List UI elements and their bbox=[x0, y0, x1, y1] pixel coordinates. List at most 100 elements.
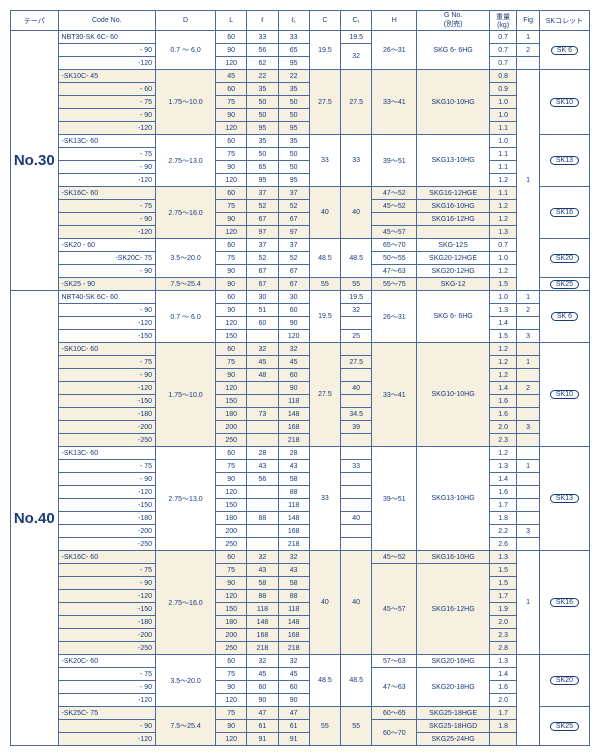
hdr-g: G No. (別売) bbox=[417, 11, 490, 31]
cell: 250 bbox=[216, 434, 247, 447]
cell: -120 bbox=[58, 733, 156, 746]
cell: 0.7 bbox=[489, 57, 517, 70]
sk-pill: SK13 bbox=[550, 494, 579, 503]
spec-table: テーパ Code No. D L ℓ ℓ₁ C C₁ H G No. (別売) … bbox=[10, 10, 590, 746]
cell: SKG13-10HG bbox=[417, 135, 490, 187]
cell: 40 bbox=[341, 187, 372, 239]
cell: 56 bbox=[247, 44, 278, 57]
cell: -120 bbox=[58, 486, 156, 499]
cell: 32 bbox=[278, 655, 309, 668]
cell: 33 bbox=[309, 447, 340, 551]
cell: 40 bbox=[341, 512, 372, 525]
cell: 61 bbox=[247, 720, 278, 733]
cell: 35 bbox=[278, 83, 309, 96]
cell: 43 bbox=[278, 460, 309, 473]
cell: 35 bbox=[247, 135, 278, 148]
cell: SK25 bbox=[539, 707, 589, 746]
cell: -SK13C- 60 bbox=[58, 135, 156, 148]
cell: 1.0 bbox=[489, 109, 517, 122]
cell: - 75 bbox=[58, 564, 156, 577]
table-body: No.30NBT30-SK 6C- 600.7 ～ 6.060333319.51… bbox=[11, 31, 590, 746]
cell: 50 bbox=[247, 109, 278, 122]
cell: 120 bbox=[216, 733, 247, 746]
cell: SKG25-24HG bbox=[417, 733, 490, 746]
cell: -250 bbox=[58, 538, 156, 551]
cell: 55 bbox=[309, 707, 340, 746]
cell: 2 bbox=[517, 382, 540, 395]
cell: 75 bbox=[216, 668, 247, 681]
cell: 2.6 bbox=[489, 538, 517, 551]
cell: SK 6 bbox=[539, 31, 589, 70]
cell bbox=[247, 330, 278, 343]
cell: 90 bbox=[216, 44, 247, 57]
cell: 2.0 bbox=[489, 694, 517, 707]
cell: - 75 bbox=[58, 96, 156, 109]
sk-pill: SK 6 bbox=[551, 312, 578, 321]
cell: 1.75～10.0 bbox=[156, 343, 216, 447]
cell: 120 bbox=[216, 590, 247, 603]
cell: 37 bbox=[278, 239, 309, 252]
cell: 218 bbox=[278, 642, 309, 655]
cell: 90 bbox=[278, 694, 309, 707]
cell: 97 bbox=[278, 226, 309, 239]
cell: SKG13-10HG bbox=[417, 447, 490, 551]
cell: 1.2 bbox=[489, 174, 517, 187]
cell: -150 bbox=[58, 395, 156, 408]
cell: 60 bbox=[278, 369, 309, 382]
cell: 2.75～16.0 bbox=[156, 187, 216, 239]
cell: 88 bbox=[278, 486, 309, 499]
cell: 50～55 bbox=[372, 252, 417, 265]
cell bbox=[341, 369, 372, 382]
cell bbox=[517, 538, 540, 551]
cell: 75 bbox=[216, 96, 247, 109]
cell: 150 bbox=[216, 499, 247, 512]
cell bbox=[341, 538, 372, 551]
cell: 33 bbox=[309, 135, 340, 187]
cell: - 90 bbox=[58, 681, 156, 694]
cell: 45～52 bbox=[372, 200, 417, 213]
cell: 60 bbox=[216, 655, 247, 668]
cell: 67 bbox=[247, 265, 278, 278]
cell: - 90 bbox=[58, 44, 156, 57]
cell: 1.4 bbox=[489, 473, 517, 486]
cell: 47 bbox=[278, 707, 309, 720]
cell: 3 bbox=[517, 525, 540, 538]
cell: 37 bbox=[247, 187, 278, 200]
cell: 60 bbox=[247, 681, 278, 694]
cell: 250 bbox=[216, 642, 247, 655]
cell bbox=[489, 733, 517, 746]
cell: 90 bbox=[247, 694, 278, 707]
cell: - 90 bbox=[58, 213, 156, 226]
hdr-wt: 重量 (kg) bbox=[489, 11, 517, 31]
cell: 73 bbox=[247, 408, 278, 421]
cell: 26～31 bbox=[372, 31, 417, 70]
cell: 88 bbox=[278, 590, 309, 603]
cell: 168 bbox=[278, 629, 309, 642]
cell: 88 bbox=[247, 512, 278, 525]
cell: 1 bbox=[517, 31, 540, 44]
cell: 1.6 bbox=[489, 395, 517, 408]
cell: 2.3 bbox=[489, 629, 517, 642]
cell: 120 bbox=[216, 57, 247, 70]
cell: 90 bbox=[216, 681, 247, 694]
sk-pill: SK10 bbox=[550, 98, 579, 107]
cell: 25 bbox=[341, 330, 372, 343]
cell: 65 bbox=[278, 44, 309, 57]
cell: 95 bbox=[278, 57, 309, 70]
cell: 33 bbox=[341, 460, 372, 473]
cell: 1.4 bbox=[489, 382, 517, 395]
hdr-code: Code No. bbox=[58, 11, 156, 31]
hdr-l: L bbox=[216, 11, 247, 31]
cell: 61 bbox=[278, 720, 309, 733]
cell: 52 bbox=[278, 252, 309, 265]
cell: 60 bbox=[247, 317, 278, 330]
cell: 45～57 bbox=[372, 226, 417, 239]
cell: -120 bbox=[58, 174, 156, 187]
cell: 1.3 bbox=[489, 460, 517, 473]
cell: 2.0 bbox=[489, 616, 517, 629]
cell: 32 bbox=[247, 551, 278, 564]
cell: NBT40-SK 6C- 60 bbox=[58, 291, 156, 304]
cell: 75 bbox=[216, 460, 247, 473]
cell: 1.2 bbox=[489, 356, 517, 369]
cell: -150 bbox=[58, 499, 156, 512]
